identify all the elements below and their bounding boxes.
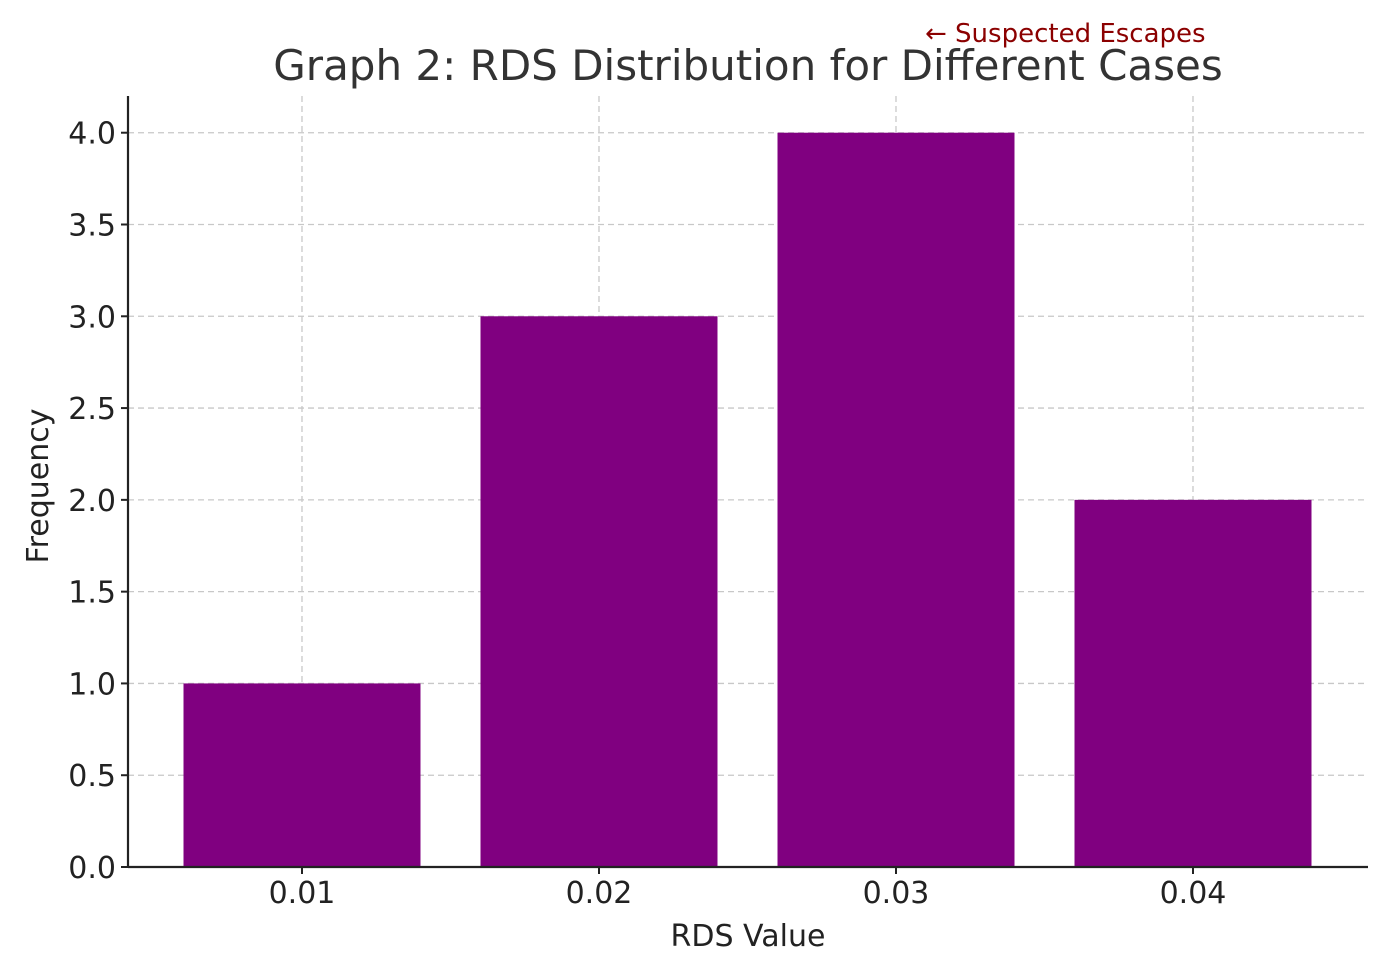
bar-0.03 [777, 132, 1015, 867]
x-axis-label: RDS Value [671, 919, 826, 954]
x-tick-label: 0.04 [1160, 876, 1227, 911]
x-tick-label: 0.01 [269, 876, 336, 911]
x-tick-label: 0.02 [566, 876, 633, 911]
suspected-escapes-annotation: ← Suspected Escapes [925, 19, 1206, 49]
y-tick-label: 0.0 [68, 851, 116, 886]
y-tick-label: 2.5 [68, 392, 116, 427]
y-tick-label: 3.5 [68, 209, 116, 244]
bars [183, 132, 1312, 867]
x-tick-label: 0.03 [863, 876, 930, 911]
y-tick-label: 3.0 [68, 300, 116, 335]
bar-0.01 [183, 683, 421, 867]
ticks: 0.0 0.5 1.0 1.5 2.0 2.5 3.0 3.5 4.0 0.01 0.02 0.03 0… [68, 117, 1226, 911]
y-axis-label: Frequency [21, 409, 56, 564]
y-tick-label: 4.0 [68, 117, 116, 152]
y-tick-label: 0.5 [68, 759, 116, 794]
y-tick-label: 1.0 [68, 667, 116, 702]
y-tick-label: 1.5 [68, 576, 116, 611]
bar-0.04 [1074, 499, 1312, 867]
y-tick-label: 2.0 [68, 484, 116, 519]
bar-0.02 [480, 316, 718, 867]
chart-title: Graph 2: RDS Distribution for Different … [273, 41, 1223, 90]
